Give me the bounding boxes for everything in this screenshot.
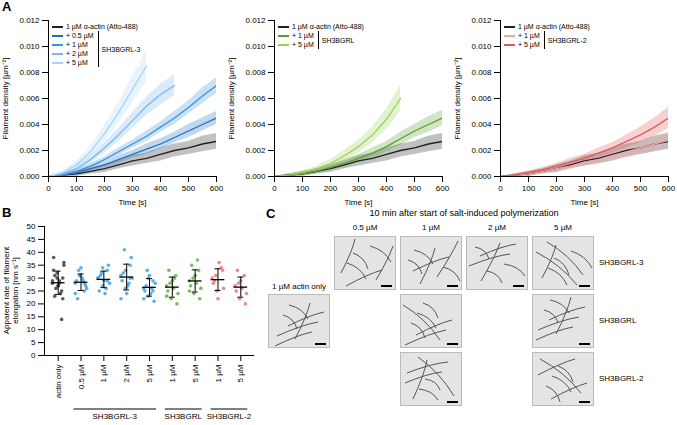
svg-text:200: 200 [550,184,564,193]
html-text:1 µM α-actin (Atto-488): 1 µM α-actin (Atto-488) [292,23,364,30]
svg-text:0.000: 0.000 [19,172,40,181]
svg-text:0.004: 0.004 [245,120,266,129]
svg-text:0.004: 0.004 [19,120,40,129]
svg-text:Time [s]: Time [s] [344,198,372,207]
svg-text:200: 200 [98,184,112,193]
svg-text:20: 20 [27,299,36,308]
html-text:10 min after start of salt-ind: 10 min after start of salt-induced polym… [369,208,559,218]
svg-text:Time [s]: Time [s] [570,198,598,207]
svg-text:300: 300 [126,184,140,193]
svg-text:Filament density [µm⁻²]: Filament density [µm⁻²] [453,58,462,140]
svg-text:10: 10 [27,325,36,334]
svg-text:15: 15 [27,312,36,321]
svg-text:600: 600 [662,184,676,193]
svg-text:0: 0 [272,184,277,193]
svg-text:100: 100 [522,184,536,193]
html-text:2 µM: 2 µM [488,223,506,232]
html-text:+ 2 µM: + 2 µM [66,50,88,57]
svg-text:200: 200 [324,184,338,193]
svg-text:actin only: actin only [54,365,63,399]
svg-text:0.006: 0.006 [471,94,492,103]
svg-text:5 µM: 5 µM [236,364,245,382]
svg-text:0.008: 0.008 [471,68,492,77]
svg-text:2 µM: 2 µM [122,364,131,382]
svg-text:Time [s]: Time [s] [118,198,146,207]
svg-text:500: 500 [634,184,648,193]
html-text:0.5 µM: 0.5 µM [352,223,378,232]
svg-text:500: 500 [408,184,422,193]
svg-text:400: 400 [606,184,620,193]
html-text:SH3BGRL-2: SH3BGRL-2 [599,374,644,383]
svg-text:25: 25 [27,287,36,296]
svg-text:1 µM: 1 µM [168,364,177,382]
svg-text:0.012: 0.012 [245,16,266,25]
svg-text:500: 500 [182,184,196,193]
svg-text:Apparent rate of filament: Apparent rate of filament [2,246,11,334]
html-text:1 µM actin only: 1 µM actin only [272,282,326,291]
svg-text:600: 600 [436,184,450,193]
svg-text:300: 300 [578,184,592,193]
html-text:1 µM α-actin (Atto-488): 1 µM α-actin (Atto-488) [518,23,590,30]
html-text:SH3BGRL-3: SH3BGRL-3 [599,258,644,267]
svg-text:1 µM: 1 µM [99,364,108,382]
html-text:1 µM: 1 µM [422,223,440,232]
svg-text:SH3BGRL-3: SH3BGRL-3 [93,412,138,421]
svg-text:5: 5 [31,338,36,347]
html-text:+ 1 µM: + 1 µM [66,41,88,48]
svg-text:SH3BGRL-2: SH3BGRL-2 [207,412,252,421]
svg-text:0.012: 0.012 [471,16,492,25]
html-text:SH3BGRL: SH3BGRL [321,36,355,44]
svg-text:45: 45 [27,235,36,244]
svg-text:35: 35 [27,261,36,270]
html-text:SH3BGRL: SH3BGRL [599,316,637,325]
html-text:+ 1 µM: + 1 µM [518,32,540,39]
svg-text:400: 400 [154,184,168,193]
svg-text:0.012: 0.012 [19,16,40,25]
svg-text:50: 50 [27,222,36,231]
svg-text:30: 30 [27,274,36,283]
svg-text:0.008: 0.008 [245,68,266,77]
svg-text:0.010: 0.010 [19,42,40,51]
html-text:SH3BGRL-2: SH3BGRL-2 [547,36,587,44]
html-text:+ 1 µM: + 1 µM [292,32,314,39]
svg-text:0.006: 0.006 [245,94,266,103]
svg-text:0.010: 0.010 [245,42,266,51]
svg-text:0.002: 0.002 [19,146,40,155]
svg-text:0: 0 [498,184,503,193]
html-text:B: B [2,205,12,220]
html-text:1 µM α-actin (Atto-488): 1 µM α-actin (Atto-488) [66,23,138,30]
svg-text:0.002: 0.002 [471,146,492,155]
svg-text:0.006: 0.006 [19,94,40,103]
svg-text:SH3BGRL: SH3BGRL [165,412,203,421]
html-text:5 µM: 5 µM [554,223,572,232]
svg-text:0: 0 [46,184,51,193]
svg-text:0.008: 0.008 [19,68,40,77]
html-text:+ 5 µM: + 5 µM [66,59,88,66]
svg-text:0.000: 0.000 [245,172,266,181]
svg-text:300: 300 [352,184,366,193]
svg-text:0.004: 0.004 [471,120,492,129]
svg-text:5 µM: 5 µM [191,364,200,382]
svg-text:0.5 µM: 0.5 µM [77,364,86,389]
html-text:SH3BGRL-3: SH3BGRL-3 [101,45,141,53]
svg-text:Filament density [µm⁻²]: Filament density [µm⁻²] [227,58,236,140]
svg-text:400: 400 [380,184,394,193]
html-text:+ 0.5 µM: + 0.5 µM [66,32,94,39]
svg-text:1 µM: 1 µM [214,364,223,382]
svg-text:100: 100 [70,184,84,193]
svg-text:0: 0 [31,351,36,360]
svg-text:elongation [nm s⁻¹]: elongation [nm s⁻¹] [11,257,20,324]
svg-text:40: 40 [27,248,36,257]
html-text:A: A [2,0,12,14]
svg-text:5 µM: 5 µM [145,364,154,382]
svg-text:600: 600 [210,184,224,193]
svg-text:0.000: 0.000 [471,172,492,181]
svg-text:Filament density [µm⁻²]: Filament density [µm⁻²] [1,58,10,140]
svg-text:0.002: 0.002 [245,146,266,155]
html-text:+ 5 µM: + 5 µM [292,41,314,48]
svg-text:0.010: 0.010 [471,42,492,51]
svg-text:100: 100 [296,184,310,193]
html-text:C: C [266,206,276,221]
html-text:+ 5 µM: + 5 µM [518,41,540,48]
